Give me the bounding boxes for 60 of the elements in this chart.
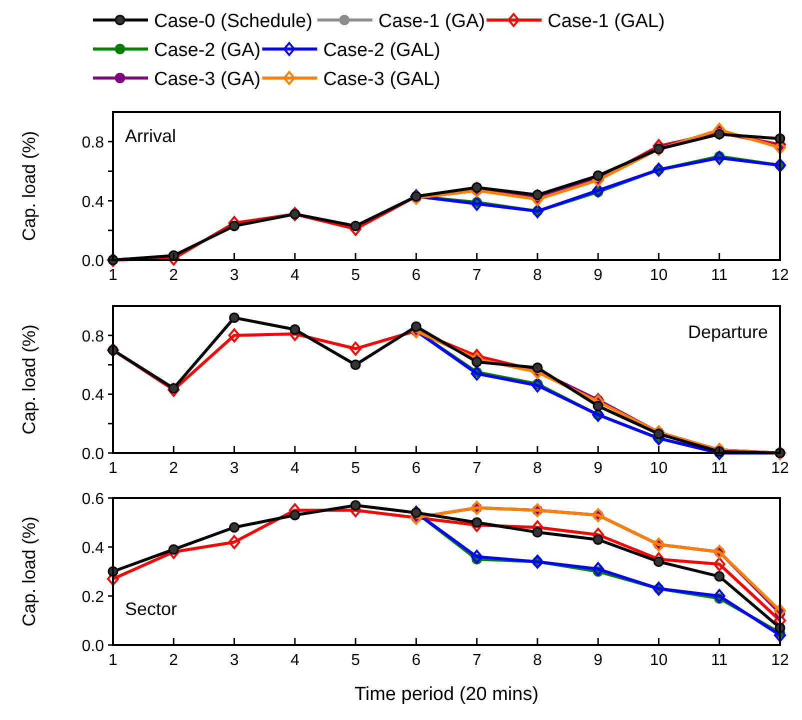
- x-tick-label: 4: [290, 267, 300, 284]
- legend-label: Case-3 (GA): [154, 69, 261, 90]
- x-tick-label: 10: [650, 267, 668, 284]
- x-tick-label: 7: [472, 652, 482, 669]
- y-tick-label: 0.0: [82, 446, 104, 463]
- x-tick-label: 9: [594, 267, 603, 284]
- y-axis-title: Cap. load (%): [19, 516, 39, 627]
- x-tick-label: 8: [533, 460, 542, 477]
- annotation: Arrival: [125, 126, 176, 146]
- x-axis-title: Time period (20 mins): [354, 684, 539, 705]
- y-tick-label: 0.6: [82, 491, 104, 508]
- x-tick-label: 1: [108, 267, 118, 284]
- y-axis-title: Cap. load (%): [19, 130, 39, 242]
- x-tick-label: 11: [711, 652, 728, 669]
- x-tick-label: 2: [169, 267, 178, 284]
- x-tick-label: 11: [711, 267, 728, 284]
- x-tick-label: 2: [169, 460, 178, 477]
- legend-label: Case-1 (GA): [378, 11, 486, 32]
- annotation: Sector: [125, 599, 178, 619]
- x-tick-label: 12: [771, 267, 789, 284]
- legend-label: Case-2 (GA): [154, 40, 261, 61]
- y-tick-label: 0.4: [82, 194, 104, 211]
- x-tick-label: 6: [412, 267, 421, 284]
- x-tick-label: 7: [472, 460, 482, 477]
- x-tick-label: 3: [230, 652, 239, 669]
- x-tick-label: 12: [771, 652, 789, 669]
- x-tick-label: 4: [290, 460, 300, 477]
- x-tick-label: 9: [594, 460, 603, 477]
- legend-label: Case-1 (GAL): [548, 11, 665, 32]
- y-tick-label: 0.0: [82, 253, 104, 270]
- annotation: Departure: [688, 322, 768, 342]
- x-tick-label: 4: [290, 652, 300, 669]
- y-tick-label: 0.8: [82, 328, 104, 346]
- x-tick-label: 1: [108, 652, 118, 669]
- x-tick-label: 5: [351, 460, 360, 477]
- x-tick-label: 8: [533, 652, 542, 669]
- y-tick-label: 0.2: [82, 589, 104, 606]
- x-tick-label: 3: [230, 267, 239, 284]
- x-tick-label: 7: [472, 267, 482, 284]
- y-axis-title: Cap. load (%): [19, 324, 39, 435]
- legend-label: Case-3 (GAL): [323, 69, 440, 90]
- legend-label: Case-2 (GAL): [323, 40, 440, 61]
- x-tick-label: 6: [412, 460, 421, 477]
- y-tick-label: 0.4: [82, 387, 104, 404]
- x-tick-label: 10: [650, 460, 668, 477]
- x-tick-label: 10: [650, 652, 668, 669]
- legend-label: Case-0 (Schedule): [154, 11, 312, 32]
- x-tick-label: 5: [351, 267, 360, 284]
- x-tick-label: 2: [169, 652, 178, 669]
- x-tick-label: 9: [594, 652, 603, 669]
- x-tick-label: 5: [351, 652, 360, 669]
- x-tick-label: 6: [412, 652, 421, 669]
- y-tick-label: 0.4: [82, 540, 104, 557]
- x-tick-label: 3: [230, 460, 239, 477]
- x-tick-label: 1: [108, 460, 118, 477]
- y-tick-label: 0.8: [82, 134, 104, 152]
- x-tick-label: 12: [771, 460, 789, 477]
- x-tick-label: 11: [711, 460, 728, 477]
- y-tick-label: 0.0: [82, 638, 104, 655]
- x-tick-label: 8: [533, 267, 542, 284]
